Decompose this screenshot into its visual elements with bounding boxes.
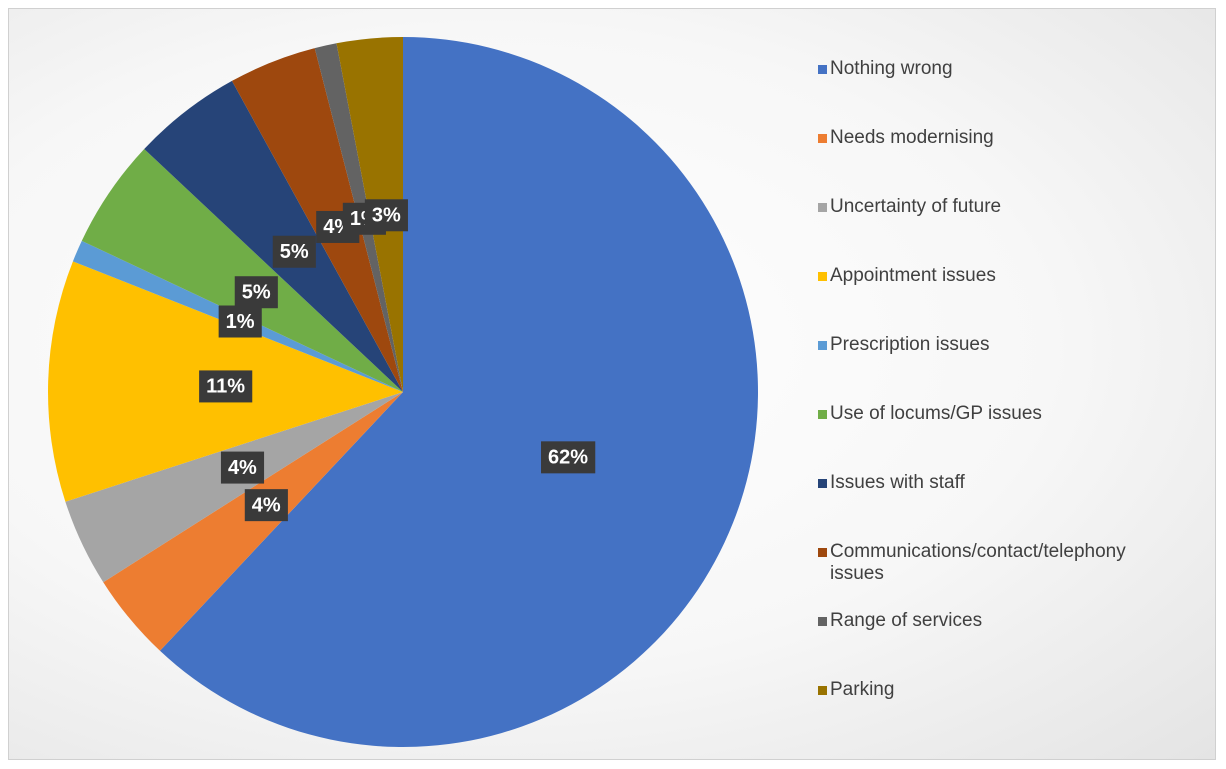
- pie-slice: [103, 392, 404, 651]
- legend-label: Parking: [830, 679, 895, 700]
- legend-label: Issues with staff: [830, 472, 965, 493]
- legend-label: Appointment issues: [830, 265, 996, 286]
- legend-item: Parking: [818, 679, 1198, 701]
- data-label-box: [199, 370, 253, 403]
- data-label: 5%: [272, 235, 316, 268]
- data-label-box: [218, 305, 262, 338]
- legend-swatch: [818, 341, 827, 350]
- data-label-text: 4%: [228, 457, 257, 479]
- legend-item: Use of locums/GP issues: [818, 403, 1198, 425]
- data-label: 5%: [234, 276, 278, 309]
- pie-slice: [81, 148, 403, 392]
- data-label: 11%: [199, 370, 253, 403]
- data-label: 4%: [244, 489, 288, 522]
- data-label-box: [220, 451, 265, 484]
- data-label-box: [272, 235, 316, 268]
- pie-slice: [65, 392, 403, 583]
- legend-item: Needs modernising: [818, 127, 1198, 149]
- data-label: 62%: [541, 441, 596, 474]
- legend-label: Prescription issues: [830, 334, 990, 355]
- data-label: 4%: [220, 451, 265, 484]
- data-label-text: 62%: [548, 447, 588, 469]
- legend-item: Range of services: [818, 610, 1198, 632]
- legend-item: Prescription issues: [818, 334, 1198, 356]
- legend-swatch: [818, 272, 827, 281]
- legend-swatch: [818, 203, 827, 212]
- legend-label: Uncertainty of future: [830, 196, 1002, 217]
- legend-swatch: [818, 686, 827, 695]
- data-label-text: 1%: [226, 311, 255, 333]
- legend-item: Communications/contact/telephony issues: [818, 541, 1198, 585]
- legend-label: Needs modernising: [830, 127, 994, 148]
- legend-label: Nothing wrong: [830, 58, 953, 79]
- data-label-box: [234, 276, 278, 309]
- legend-label: Communications/contact/telephony issues: [830, 541, 1126, 584]
- data-label: 1%: [218, 305, 262, 338]
- legend-swatch: [818, 479, 827, 488]
- data-label-text: 11%: [206, 376, 245, 398]
- legend-item: Nothing wrong: [818, 58, 1198, 80]
- data-label-box: [364, 199, 408, 232]
- legend-swatch: [818, 617, 827, 626]
- legend-label: Range of services: [830, 610, 983, 631]
- data-label-text: 4%: [252, 494, 281, 516]
- legend-item: Issues with staff: [818, 472, 1198, 494]
- data-label: 4%: [316, 210, 360, 243]
- legend-swatch: [818, 65, 827, 74]
- data-label-box: [244, 489, 288, 522]
- legend-item: Uncertainty of future: [818, 196, 1198, 218]
- data-label-text: 5%: [280, 241, 309, 263]
- data-label-text: 3%: [372, 205, 401, 227]
- pie-slice: [159, 37, 759, 747]
- data-label: 3%: [364, 199, 408, 232]
- legend-label: Use of locums/GP issues: [830, 403, 1042, 424]
- legend-swatch: [818, 134, 827, 143]
- data-label-box: [541, 441, 596, 474]
- legend-swatch: [818, 410, 827, 419]
- legend-item: Appointment issues: [818, 265, 1198, 287]
- data-label-text: 5%: [242, 282, 271, 304]
- legend-swatch: [818, 548, 827, 557]
